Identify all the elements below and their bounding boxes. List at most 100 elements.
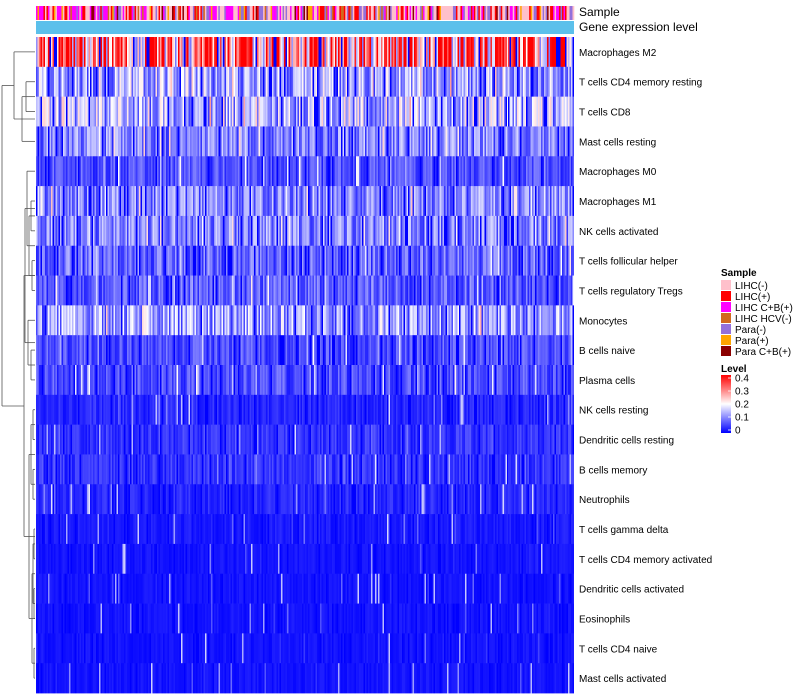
sample-legend-swatch: [721, 335, 731, 345]
sample-cell: [86, 6, 89, 20]
sample-cell: [228, 6, 231, 20]
sample-cell: [399, 6, 401, 20]
sample-cell: [169, 6, 171, 20]
sample-cell: [44, 6, 47, 20]
sample-cell: [345, 6, 348, 20]
sample-track-label: Sample: [579, 5, 620, 19]
sample-cell: [503, 6, 506, 20]
sample-cell: [255, 6, 258, 20]
sample-cell: [179, 6, 182, 20]
sample-cell: [449, 6, 452, 20]
sample-cell: [234, 6, 237, 20]
sample-cell: [379, 6, 382, 20]
sample-cell: [378, 6, 381, 20]
row-label: Plasma cells: [579, 376, 635, 387]
sample-legend-label: Para C+B(+): [735, 347, 791, 358]
sample-cell: [446, 6, 449, 20]
sample-cell: [309, 6, 312, 20]
sample-cell: [545, 6, 548, 20]
sample-cell: [149, 6, 152, 20]
sample-cell: [535, 6, 537, 20]
sample-cell: [355, 6, 358, 20]
sample-cell: [124, 6, 126, 20]
sample-cell: [260, 6, 262, 20]
row-label: B cells naive: [579, 346, 636, 357]
sample-cell: [166, 6, 168, 20]
sample-cell: [387, 6, 389, 20]
sample-cell: [219, 6, 222, 20]
sample-cell: [118, 6, 120, 20]
sample-cell: [163, 6, 165, 20]
sample-cell: [358, 6, 361, 20]
sample-cell: [233, 6, 236, 20]
sample-cell: [288, 6, 291, 20]
sample-cell: [194, 6, 197, 20]
sample-cell: [55, 6, 58, 20]
sample-cell: [291, 6, 294, 20]
sample-cell: [523, 6, 525, 20]
sample-cell: [469, 6, 472, 20]
sample-cell: [237, 6, 240, 20]
sample-cell: [70, 6, 73, 20]
heatmap-row: [36, 305, 574, 336]
sample-cell: [128, 6, 131, 20]
sample-cell: [363, 6, 366, 20]
sample-legend-label: Para(-): [735, 325, 766, 336]
sample-cell: [249, 6, 252, 20]
level-legend-tick-label: 0: [735, 426, 741, 437]
sample-cell: [491, 6, 494, 20]
sample-cell: [406, 6, 409, 20]
sample-cell: [343, 6, 346, 20]
row-labels: Macrophages M2 T cells CD4 memory resting…: [579, 48, 712, 685]
sample-cell: [508, 6, 511, 20]
sample-cell: [402, 6, 404, 20]
sample-cell: [299, 6, 301, 20]
row-label: Mast cells activated: [579, 674, 666, 685]
sample-cell: [189, 6, 192, 20]
gene-expression-track: [36, 21, 574, 34]
sample-cell: [497, 6, 500, 20]
sample-cell: [351, 6, 354, 20]
sample-cell: [207, 6, 210, 20]
sample-cell: [388, 6, 391, 20]
sample-cell: [411, 6, 413, 20]
sample-cell: [174, 6, 177, 20]
sample-cell: [435, 6, 437, 20]
sample-cell: [270, 6, 273, 20]
sample-cell: [397, 6, 400, 20]
sample-cell: [412, 6, 415, 20]
sample-cell: [198, 6, 201, 20]
sample-cell: [47, 6, 50, 20]
sample-cell: [279, 6, 282, 20]
heatmap-row: [36, 514, 574, 545]
sample-cell: [206, 6, 209, 20]
sample-cell: [520, 6, 522, 20]
sample-cell: [59, 6, 62, 20]
sample-cell: [239, 6, 242, 20]
level-legend: Level 0.4 0.3 0.2 0.1 0: [721, 364, 749, 437]
sample-cell: [396, 6, 398, 20]
sample-cell: [225, 6, 228, 20]
sample-cell: [473, 6, 476, 20]
sample-cell: [369, 6, 372, 20]
sample-cell: [266, 6, 268, 20]
sample-cell: [79, 6, 82, 20]
sample-cell: [273, 6, 276, 20]
sample-cell: [61, 6, 64, 20]
sample-cell: [43, 6, 46, 20]
sample-cell: [367, 6, 370, 20]
sample-cell: [547, 6, 549, 20]
sample-cell: [500, 6, 503, 20]
row-label: T cells CD4 memory resting: [579, 78, 702, 89]
sample-cell: [482, 6, 485, 20]
sample-cell: [170, 6, 173, 20]
sample-cell: [300, 6, 303, 20]
sample-cell: [427, 6, 430, 20]
sample-legend-swatch: [721, 302, 731, 312]
sample-cell: [463, 6, 466, 20]
sample-cell: [316, 6, 319, 20]
level-legend-tick-label: 0.4: [735, 374, 749, 385]
sample-cell: [390, 6, 392, 20]
sample-cell: [511, 6, 514, 20]
sample-cell: [122, 6, 125, 20]
